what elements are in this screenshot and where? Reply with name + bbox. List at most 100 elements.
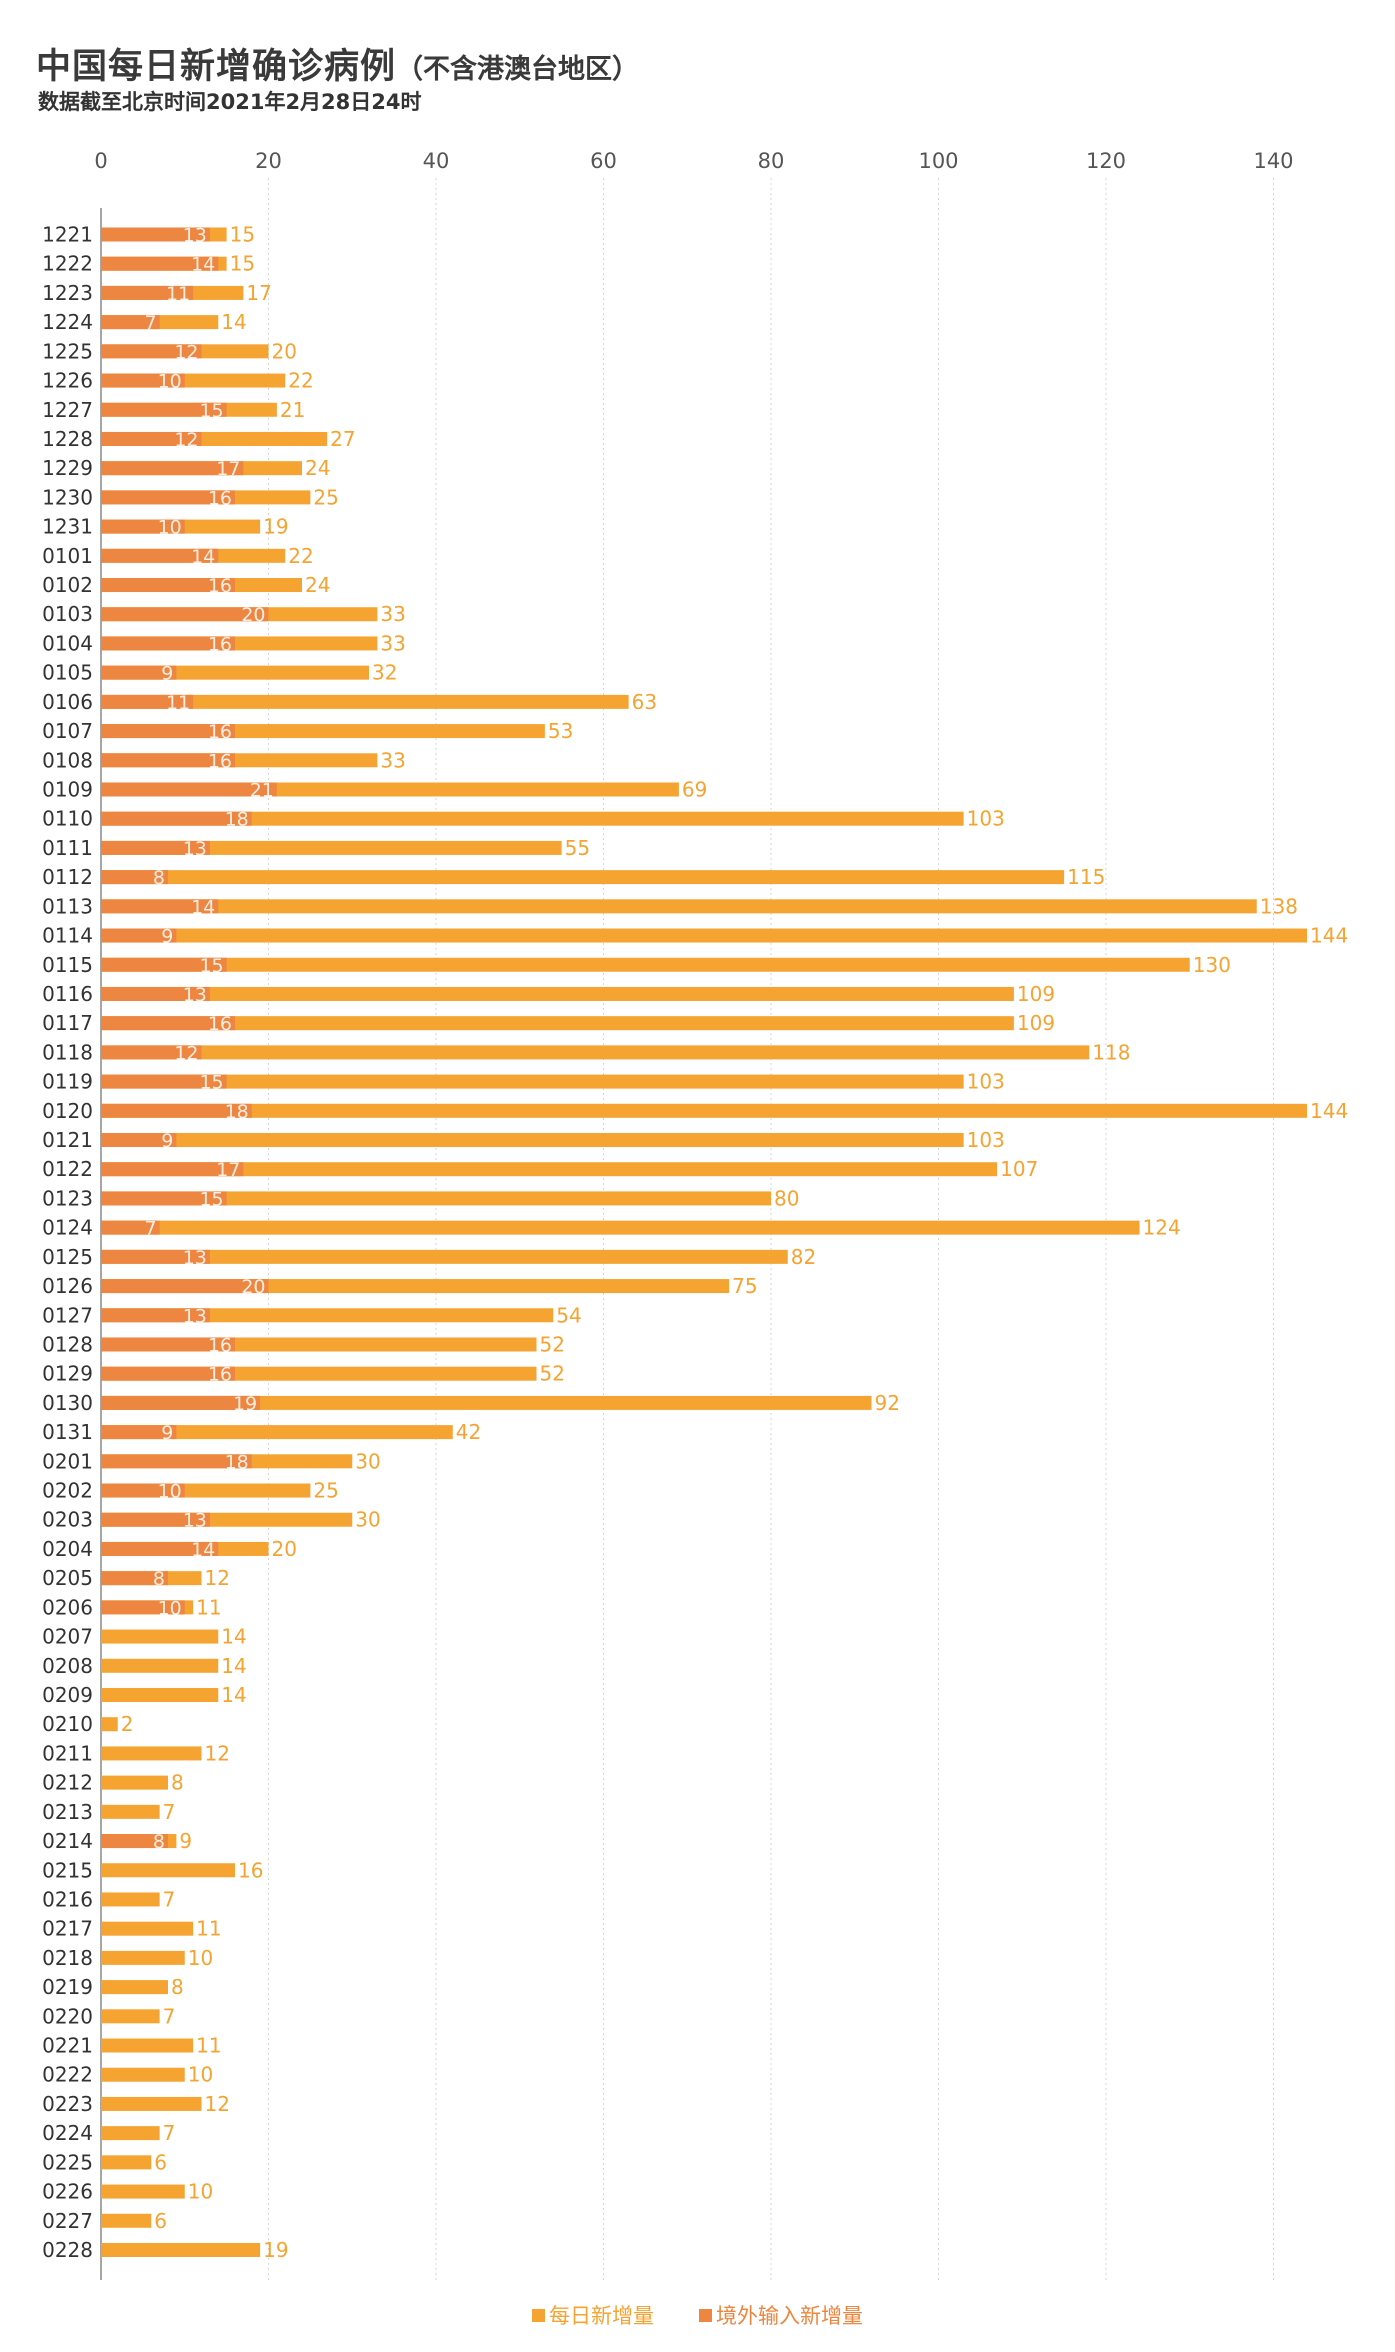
- total-value-label-0221: 11: [196, 2034, 221, 2058]
- total-value-label-1231: 19: [263, 515, 288, 539]
- bar-imported-0113: [101, 899, 219, 914]
- y-tick-label-0113: 0113: [42, 894, 93, 918]
- bar-imported-0107: [101, 724, 235, 739]
- total-value-label-0120: 144: [1310, 1099, 1348, 1123]
- y-tick-label-0102: 0102: [42, 573, 93, 597]
- y-tick-label-0205: 0205: [42, 1566, 93, 1590]
- legend-swatch-total: [532, 2308, 545, 2322]
- bar-total-0119: [101, 1074, 964, 1089]
- y-tick-label-0222: 0222: [42, 2063, 93, 2087]
- imported-value-label-0102: 16: [208, 575, 232, 597]
- y-tick-label-0123: 0123: [42, 1186, 93, 1210]
- total-value-label-1228: 27: [330, 427, 355, 451]
- y-tick-label-1224: 1224: [42, 310, 93, 334]
- bar-total-0212: [101, 1775, 168, 1790]
- bar-imported-1223: [101, 285, 194, 300]
- total-value-label-0106: 63: [632, 690, 657, 714]
- total-value-label-0112: 115: [1067, 865, 1105, 889]
- bar-imported-0203: [101, 1512, 210, 1527]
- y-tick-label-0121: 0121: [42, 1128, 93, 1152]
- imported-value-label-1221: 13: [183, 225, 207, 247]
- bar-imported-1228: [101, 431, 202, 446]
- total-value-label-0121: 103: [967, 1128, 1005, 1152]
- y-tick-label-0116: 0116: [42, 982, 93, 1006]
- bar-total-0224: [101, 2126, 160, 2141]
- bar-total-0127: [101, 1308, 554, 1323]
- total-value-label-0223: 12: [205, 2092, 230, 2116]
- bar-total-0209: [101, 1688, 219, 1702]
- total-value-label-1223: 17: [246, 281, 271, 305]
- bar-imported-1224: [101, 315, 160, 330]
- total-value-label-0105: 32: [372, 661, 397, 685]
- bar-total-0225: [101, 2155, 152, 2170]
- y-tick-label-0201: 0201: [42, 1449, 93, 1473]
- bar-total-0112: [101, 870, 1065, 885]
- total-value-label-0214: 9: [179, 1829, 192, 1853]
- bar-imported-0118: [101, 1045, 202, 1060]
- bar-imported-0130: [101, 1395, 261, 1410]
- bar-total-0120: [101, 1103, 1307, 1118]
- y-tick-label-1223: 1223: [42, 281, 93, 305]
- bar-total-0118: [101, 1045, 1090, 1060]
- imported-value-label-0121: 9: [161, 1130, 173, 1152]
- bar-imported-0127: [101, 1308, 210, 1323]
- total-value-label-0111: 55: [565, 836, 590, 860]
- y-tick-label-0225: 0225: [42, 2150, 93, 2174]
- y-tick-label-0209: 0209: [42, 1683, 93, 1707]
- total-value-label-0113: 138: [1260, 894, 1298, 918]
- imported-value-label-1224: 7: [145, 312, 157, 334]
- bar-imported-1225: [101, 344, 202, 359]
- imported-value-label-1226: 10: [158, 371, 182, 393]
- bar-imported-0119: [101, 1074, 227, 1089]
- y-tick-label-0114: 0114: [42, 924, 93, 948]
- total-value-label-0201: 30: [355, 1449, 380, 1473]
- imported-value-label-0104: 16: [208, 633, 232, 655]
- bar-imported-0123: [101, 1191, 227, 1206]
- bar-imported-0102: [101, 578, 235, 593]
- y-tick-label-0117: 0117: [42, 1011, 93, 1035]
- y-tick-label-0104: 0104: [42, 631, 93, 655]
- bar-imported-0131: [101, 1425, 177, 1440]
- y-tick-label-0129: 0129: [42, 1362, 93, 1386]
- bar-imported-0109: [101, 782, 277, 797]
- bar-total-0115: [101, 957, 1190, 972]
- imported-value-label-0101: 14: [191, 546, 215, 568]
- total-value-label-0217: 11: [196, 1917, 221, 1941]
- y-tick-label-0208: 0208: [42, 1654, 93, 1678]
- y-tick-label-0101: 0101: [42, 544, 93, 568]
- imported-value-label-0119: 15: [199, 1072, 223, 1094]
- bar-imported-0111: [101, 840, 210, 855]
- bar-imported-1229: [101, 461, 244, 476]
- chart-subtitle: 数据截至北京时间2021年2月28日24时: [38, 90, 422, 114]
- bar-imported-1221: [101, 227, 210, 242]
- imported-value-label-0127: 13: [183, 1305, 207, 1327]
- total-value-label-0125: 82: [791, 1245, 816, 1269]
- imported-value-label-0126: 20: [241, 1276, 265, 1298]
- bar-imported-1230: [101, 490, 235, 505]
- total-value-label-0124: 124: [1143, 1216, 1181, 1240]
- y-tick-label-0112: 0112: [42, 865, 93, 889]
- y-tick-label-0128: 0128: [42, 1332, 93, 1356]
- bar-imported-0205: [101, 1571, 168, 1586]
- bar-imported-0122: [101, 1162, 244, 1177]
- bar-imported-0204: [101, 1541, 219, 1556]
- bar-total-0110: [101, 811, 964, 826]
- total-value-label-0123: 80: [774, 1186, 799, 1210]
- legend-item-total: 每日新增量: [532, 2300, 654, 2330]
- y-tick-label-1222: 1222: [42, 252, 93, 276]
- imported-value-label-0107: 16: [208, 721, 232, 743]
- y-tick-label-1231: 1231: [42, 515, 93, 539]
- y-tick-label-0226: 0226: [42, 2180, 93, 2204]
- total-value-label-0117: 109: [1017, 1011, 1055, 1035]
- imported-value-label-1230: 16: [208, 487, 232, 509]
- bar-total-0217: [101, 1921, 194, 1936]
- bar-total-0211: [101, 1746, 202, 1761]
- legend-label-imported: 境外输入新增量: [716, 2304, 863, 2328]
- imported-value-label-0124: 7: [145, 1218, 157, 1240]
- y-tick-label-0218: 0218: [42, 1946, 93, 1970]
- total-value-label-0206: 11: [196, 1595, 221, 1619]
- total-value-label-0228: 19: [263, 2238, 288, 2262]
- y-tick-label-0220: 0220: [42, 2004, 93, 2028]
- y-tick-label-0103: 0103: [42, 602, 93, 626]
- imported-value-label-1225: 12: [174, 341, 198, 363]
